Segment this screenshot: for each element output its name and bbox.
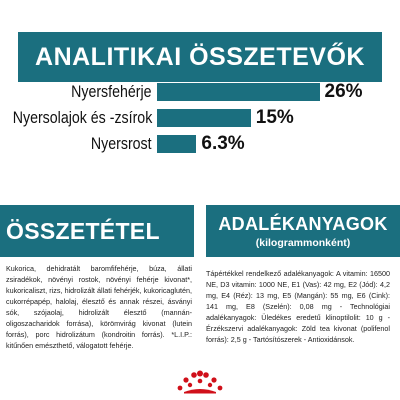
analytics-row-fat: Nyersolajok és -zsírok 15%	[0, 106, 400, 130]
analytics-banner: ANALITIKAI ÖSSZETEVŐK	[18, 32, 382, 82]
row-value: 6.3%	[201, 133, 245, 154]
composition-title: ÖSSZETÉTEL	[6, 217, 160, 244]
additives-text: Tápértékkel rendelkező adalékanyagok: A …	[206, 269, 390, 344]
additives-title: ADALÉKANYAGOK	[218, 213, 388, 234]
row-value: 15%	[255, 107, 294, 128]
composition-text: Kukorica, dehidratált baromfifehérje, bú…	[6, 264, 192, 350]
row-label: Nyersfehérje	[71, 83, 152, 101]
analytics-title: ANALITIKAI ÖSSZETEVŐK	[35, 42, 365, 71]
additives-header: ADALÉKANYAGOK (kilogrammonként)	[206, 205, 400, 257]
row-label: Nyersolajok és -zsírok	[12, 109, 152, 127]
bar-fat	[157, 109, 251, 127]
analytics-row-fibre: Nyersrost 6.3%	[0, 132, 400, 156]
royal-canin-crown-logo-icon	[177, 370, 223, 394]
composition-header: ÖSSZETÉTEL	[0, 205, 194, 257]
row-label: Nyersrost	[91, 135, 152, 153]
bar-fibre	[157, 135, 197, 153]
bar-protein	[157, 83, 320, 101]
analytics-row-protein: Nyersfehérje 26%	[0, 80, 400, 104]
row-value: 26%	[324, 81, 363, 102]
additives-subtitle: (kilogrammonként)	[255, 236, 351, 249]
